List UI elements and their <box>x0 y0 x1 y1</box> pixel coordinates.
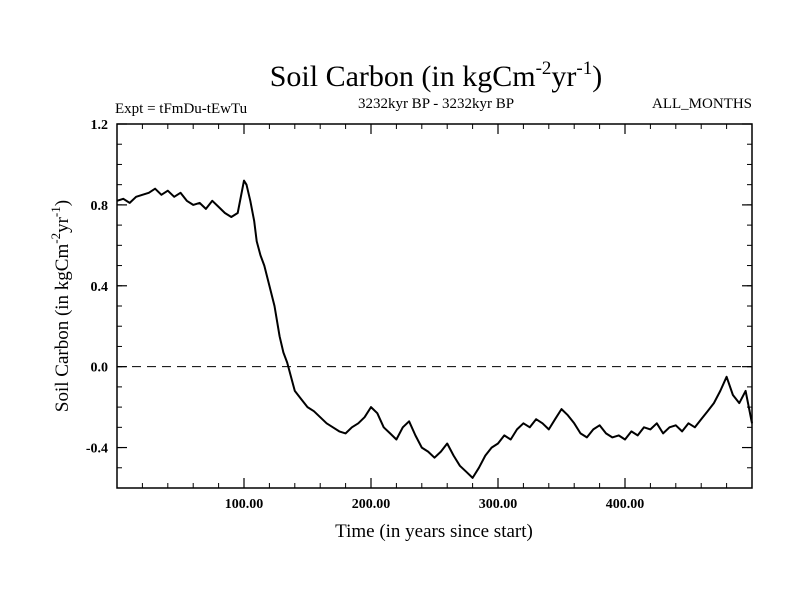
x-tick-label: 100.00 <box>225 497 264 512</box>
months-label: ALL_MONTHS <box>652 96 752 112</box>
x-tick-label: 200.00 <box>352 497 391 512</box>
soil-carbon-series-line <box>116 179 753 479</box>
y-tick-label: -0.4 <box>86 442 108 457</box>
x-axis-label: Time (in years since start) <box>335 521 533 542</box>
chart-title: Soil Carbon (in kgCm-2yr-1) <box>270 58 603 93</box>
y-tick-label: 0.0 <box>91 361 109 376</box>
plot-frame <box>116 123 753 489</box>
period-label: 3232kyr BP - 3232kyr BP <box>358 96 514 112</box>
experiment-label: Expt = tFmDu-tEwTu <box>115 101 248 117</box>
y-tick-label: 0.8 <box>91 199 109 214</box>
y-tick-label: 0.4 <box>91 280 109 295</box>
x-tick-label: 400.00 <box>606 497 645 512</box>
y-axis-label: Soil Carbon (in kgCm-2yr-1) <box>48 200 73 412</box>
y-tick-label: 1.2 <box>91 118 109 133</box>
x-tick-label: 300.00 <box>479 497 518 512</box>
axis-marks: 1.2 0.8 0.4 0.0 -0.4 100.00 200.00 300.00 400.00 <box>86 118 752 512</box>
